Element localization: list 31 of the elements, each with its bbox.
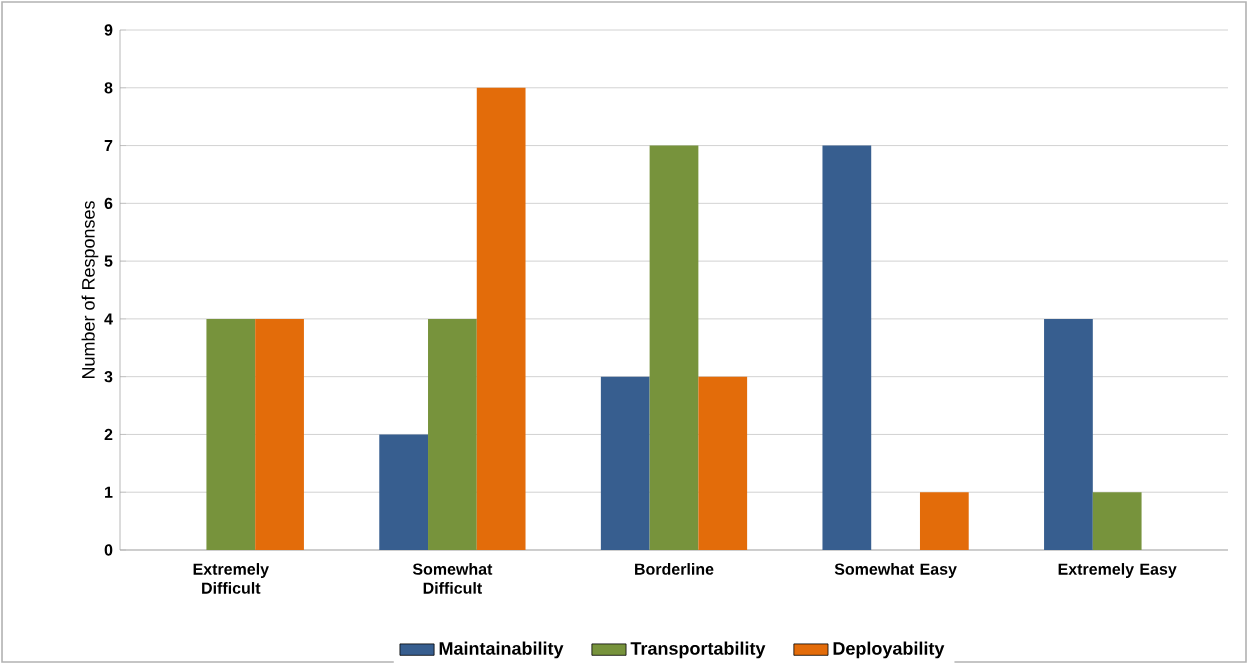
x-tick-label: Somewhat Difficult: [412, 563, 493, 594]
x-tick-label: Somewhat Easy: [834, 563, 957, 578]
bar: [698, 376, 748, 550]
bar: [600, 376, 650, 550]
y-tick-label: 1: [105, 486, 113, 498]
legend-label: Transportability: [630, 641, 766, 659]
y-tick-label: 0: [104, 544, 113, 556]
bar: [919, 492, 969, 550]
bar: [206, 318, 256, 550]
y-tick-label: 6: [104, 197, 113, 209]
bar: [1044, 318, 1093, 550]
y-tick-label: 4: [104, 313, 113, 325]
y-tick-label: 9: [104, 24, 113, 36]
bar: [822, 145, 872, 550]
y-tick-label: 5: [104, 255, 113, 267]
x-tick-label: Extremely Difficult: [193, 563, 269, 594]
y-axis-title: Number of Responses: [81, 201, 99, 379]
y-tick-label: 2: [104, 428, 113, 441]
x-tick-label: Extremely Easy: [1058, 563, 1177, 578]
legend-label: Deployability: [833, 641, 945, 659]
bar: [255, 318, 304, 550]
y-tick-label: 7: [104, 140, 113, 152]
bar: [476, 87, 526, 550]
bar: [649, 145, 699, 550]
y-tick-label: 3: [104, 370, 113, 383]
bar: [379, 434, 429, 550]
legend-label: Maintainability: [439, 641, 564, 659]
bar: [428, 318, 477, 550]
bar: [1092, 492, 1142, 550]
y-tick-label: 8: [104, 82, 113, 94]
x-tick-label: Borderline: [635, 563, 714, 575]
